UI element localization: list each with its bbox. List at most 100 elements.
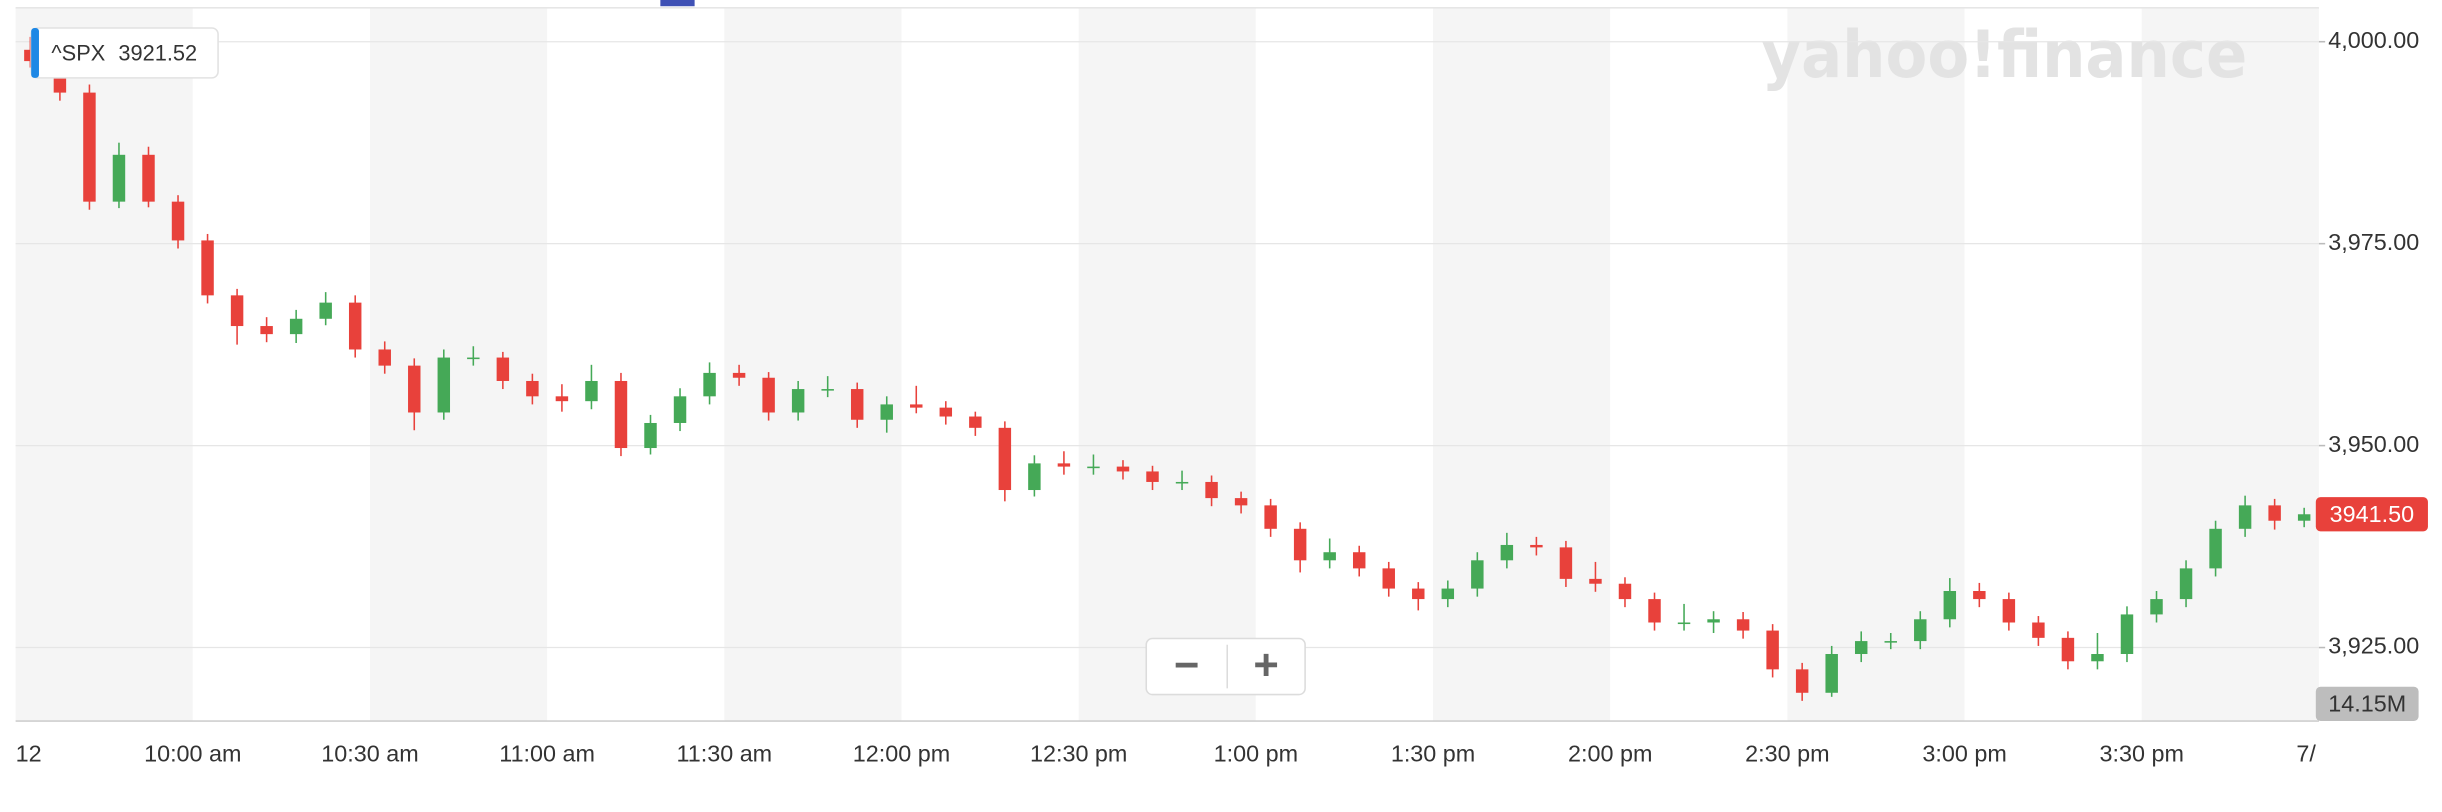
candle-body <box>1293 528 1307 561</box>
candle-body <box>1914 619 1927 642</box>
candle-body <box>201 240 214 296</box>
candle-body <box>1412 588 1425 600</box>
candle-body <box>2061 637 2075 662</box>
candle-body <box>2150 599 2163 615</box>
candle-body <box>969 416 982 428</box>
candle-body <box>1382 568 1395 589</box>
legend: ^SPX 3921.52 <box>30 27 219 79</box>
x-tick-label: 2:30 pm <box>1745 740 1829 766</box>
session-band <box>1433 7 1611 722</box>
x-tick-label: 10:00 am <box>144 740 241 766</box>
candle-body <box>1146 471 1159 482</box>
candle-body <box>2120 614 2134 655</box>
x-tick-label: 10:30 am <box>321 740 418 766</box>
zoom-out-button[interactable]: − <box>1174 642 1199 690</box>
x-tick-label: 11:30 am <box>676 740 772 766</box>
candle-body <box>910 404 923 408</box>
candle-body <box>703 372 716 397</box>
candle-body <box>437 357 451 413</box>
candle-body <box>230 295 244 327</box>
candle-body <box>83 92 96 202</box>
candle-body <box>1500 544 1514 561</box>
candle-body <box>644 422 657 449</box>
zoom-controls: − + <box>1145 637 1306 696</box>
candle-body <box>1057 463 1071 467</box>
candle-body <box>850 389 864 420</box>
session-band <box>901 7 1079 722</box>
candle-body <box>2179 568 2193 600</box>
zoom-in-button[interactable]: + <box>1253 642 1278 690</box>
x-tick-label: 3:00 pm <box>1922 740 2006 766</box>
x-tick-label: 11:00 am <box>499 740 595 766</box>
candle-body <box>1471 560 1484 589</box>
candle-body <box>1707 619 1720 623</box>
range-indicator <box>660 0 695 7</box>
session-band <box>724 7 902 722</box>
candle-body <box>880 404 893 420</box>
candle-body <box>1884 641 1897 643</box>
x-tick-label: 2:00 pm <box>1568 740 1652 766</box>
session-band <box>2141 7 2319 722</box>
candle-body <box>260 326 273 335</box>
candle-body <box>2032 622 2045 638</box>
zoom-box <box>1145 637 1306 696</box>
candle-body <box>2297 514 2311 521</box>
candle-body <box>24 49 37 62</box>
candle-body <box>821 389 834 391</box>
y-tick-label: 4,000.00 <box>2328 27 2419 53</box>
candle-body <box>732 372 746 378</box>
volume-tag <box>2315 686 2419 722</box>
candle-body <box>998 427 1012 491</box>
candle-body <box>1973 590 1986 600</box>
candle-body <box>142 154 155 202</box>
candle-body <box>555 396 569 402</box>
candle-body <box>171 201 185 241</box>
y-tick-label: 3,925.00 <box>2328 633 2419 659</box>
candle-body <box>1618 583 1632 600</box>
session-band <box>1787 7 1965 722</box>
legend-symbol: ^SPX <box>51 40 105 65</box>
candle-body <box>1087 466 1100 469</box>
candle-body <box>1264 505 1277 529</box>
candle-body <box>585 380 598 402</box>
session-band <box>15 7 193 722</box>
candle-body <box>467 357 480 360</box>
candle-body <box>1028 463 1041 491</box>
session-bands <box>15 7 2319 722</box>
y-tick-label: 3,975.00 <box>2328 229 2419 255</box>
candle-body <box>408 365 421 413</box>
candle-body <box>496 357 510 381</box>
candle-body <box>1854 641 1868 655</box>
x-tick-label: 12 <box>16 740 42 766</box>
candle-body <box>1441 588 1455 600</box>
candle-body <box>1205 481 1218 499</box>
candle-body <box>2091 654 2104 662</box>
candle-body <box>1559 547 1573 579</box>
session-band <box>192 7 370 722</box>
last-price-tag <box>2315 497 2428 532</box>
candle-body <box>2268 505 2281 521</box>
x-tick-label: 12:00 pm <box>853 740 950 766</box>
session-band <box>547 7 725 722</box>
candle-body <box>1736 619 1750 631</box>
candle-body <box>1175 481 1189 484</box>
candle-body <box>1825 654 1838 693</box>
session-band <box>1078 7 1256 722</box>
candle-body <box>673 396 687 423</box>
watermark: yahoo!finance <box>1761 17 2247 93</box>
candle-body <box>1116 466 1130 472</box>
candle-body <box>112 154 126 202</box>
candle-body <box>1530 544 1543 548</box>
legend-swatch <box>31 28 39 78</box>
candle-body <box>2002 599 2016 623</box>
candle-body <box>289 318 303 335</box>
candle-body <box>1943 590 1957 620</box>
candle-body <box>614 380 628 449</box>
candle-body <box>791 389 805 413</box>
candle-body <box>939 407 953 417</box>
candle-body <box>2238 505 2252 529</box>
session-band <box>1964 7 2142 722</box>
x-tick-label: 7/ <box>2296 740 2316 766</box>
